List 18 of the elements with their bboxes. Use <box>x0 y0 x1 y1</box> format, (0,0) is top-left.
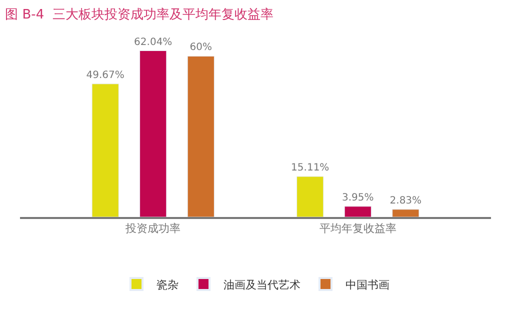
x-tick-label: 平均年复收益率 <box>319 222 396 236</box>
data-label: 15.11% <box>291 162 330 174</box>
data-label: 60% <box>190 42 212 54</box>
legend-label: 油画及当代艺术 <box>224 278 300 292</box>
data-label: 49.67% <box>86 70 124 81</box>
x-tick-label: 投资成功率 <box>124 222 181 236</box>
bar <box>140 50 167 217</box>
data-label: 3.95% <box>342 192 374 204</box>
chart-title: 图 B-4 三大板块投资成功率及平均年复收益率 <box>5 6 274 22</box>
legend-label: 中国书画 <box>346 278 390 292</box>
bar <box>296 176 324 217</box>
legend-label: 瓷杂 <box>156 278 178 292</box>
bar <box>344 206 372 217</box>
data-label: 62.04% <box>134 36 172 48</box>
bar <box>187 56 214 217</box>
bar <box>92 84 119 217</box>
data-label: 2.83% <box>390 195 422 206</box>
bar <box>392 209 420 217</box>
